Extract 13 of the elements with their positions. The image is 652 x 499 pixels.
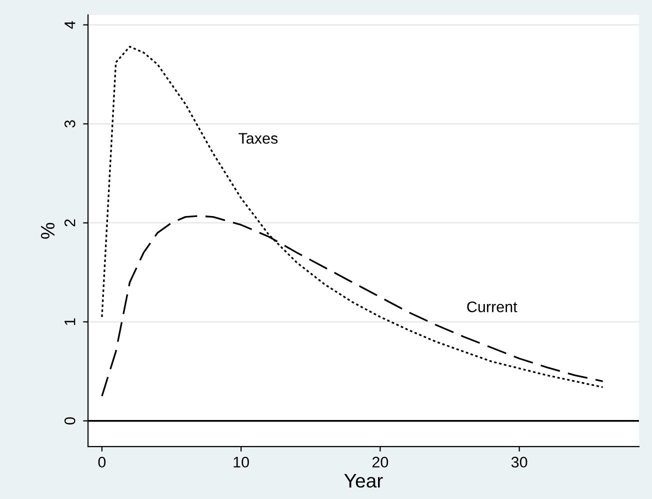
y-tick-label: 1 <box>64 318 76 325</box>
series-label: Current <box>467 301 518 312</box>
x-tick-label: 0 <box>98 456 106 468</box>
y-axis-title: % <box>40 222 55 239</box>
series-label: Taxes <box>238 133 278 144</box>
x-axis-title: Year <box>344 474 383 488</box>
y-tick-label: 2 <box>64 219 76 226</box>
y-tick-label: 4 <box>64 21 76 29</box>
x-tick-label: 20 <box>372 456 388 468</box>
y-tick-label: 0 <box>64 417 76 425</box>
x-tick-label: 10 <box>234 456 249 468</box>
y-tick-label: 3 <box>64 120 76 128</box>
x-tick-label: 30 <box>511 456 528 468</box>
